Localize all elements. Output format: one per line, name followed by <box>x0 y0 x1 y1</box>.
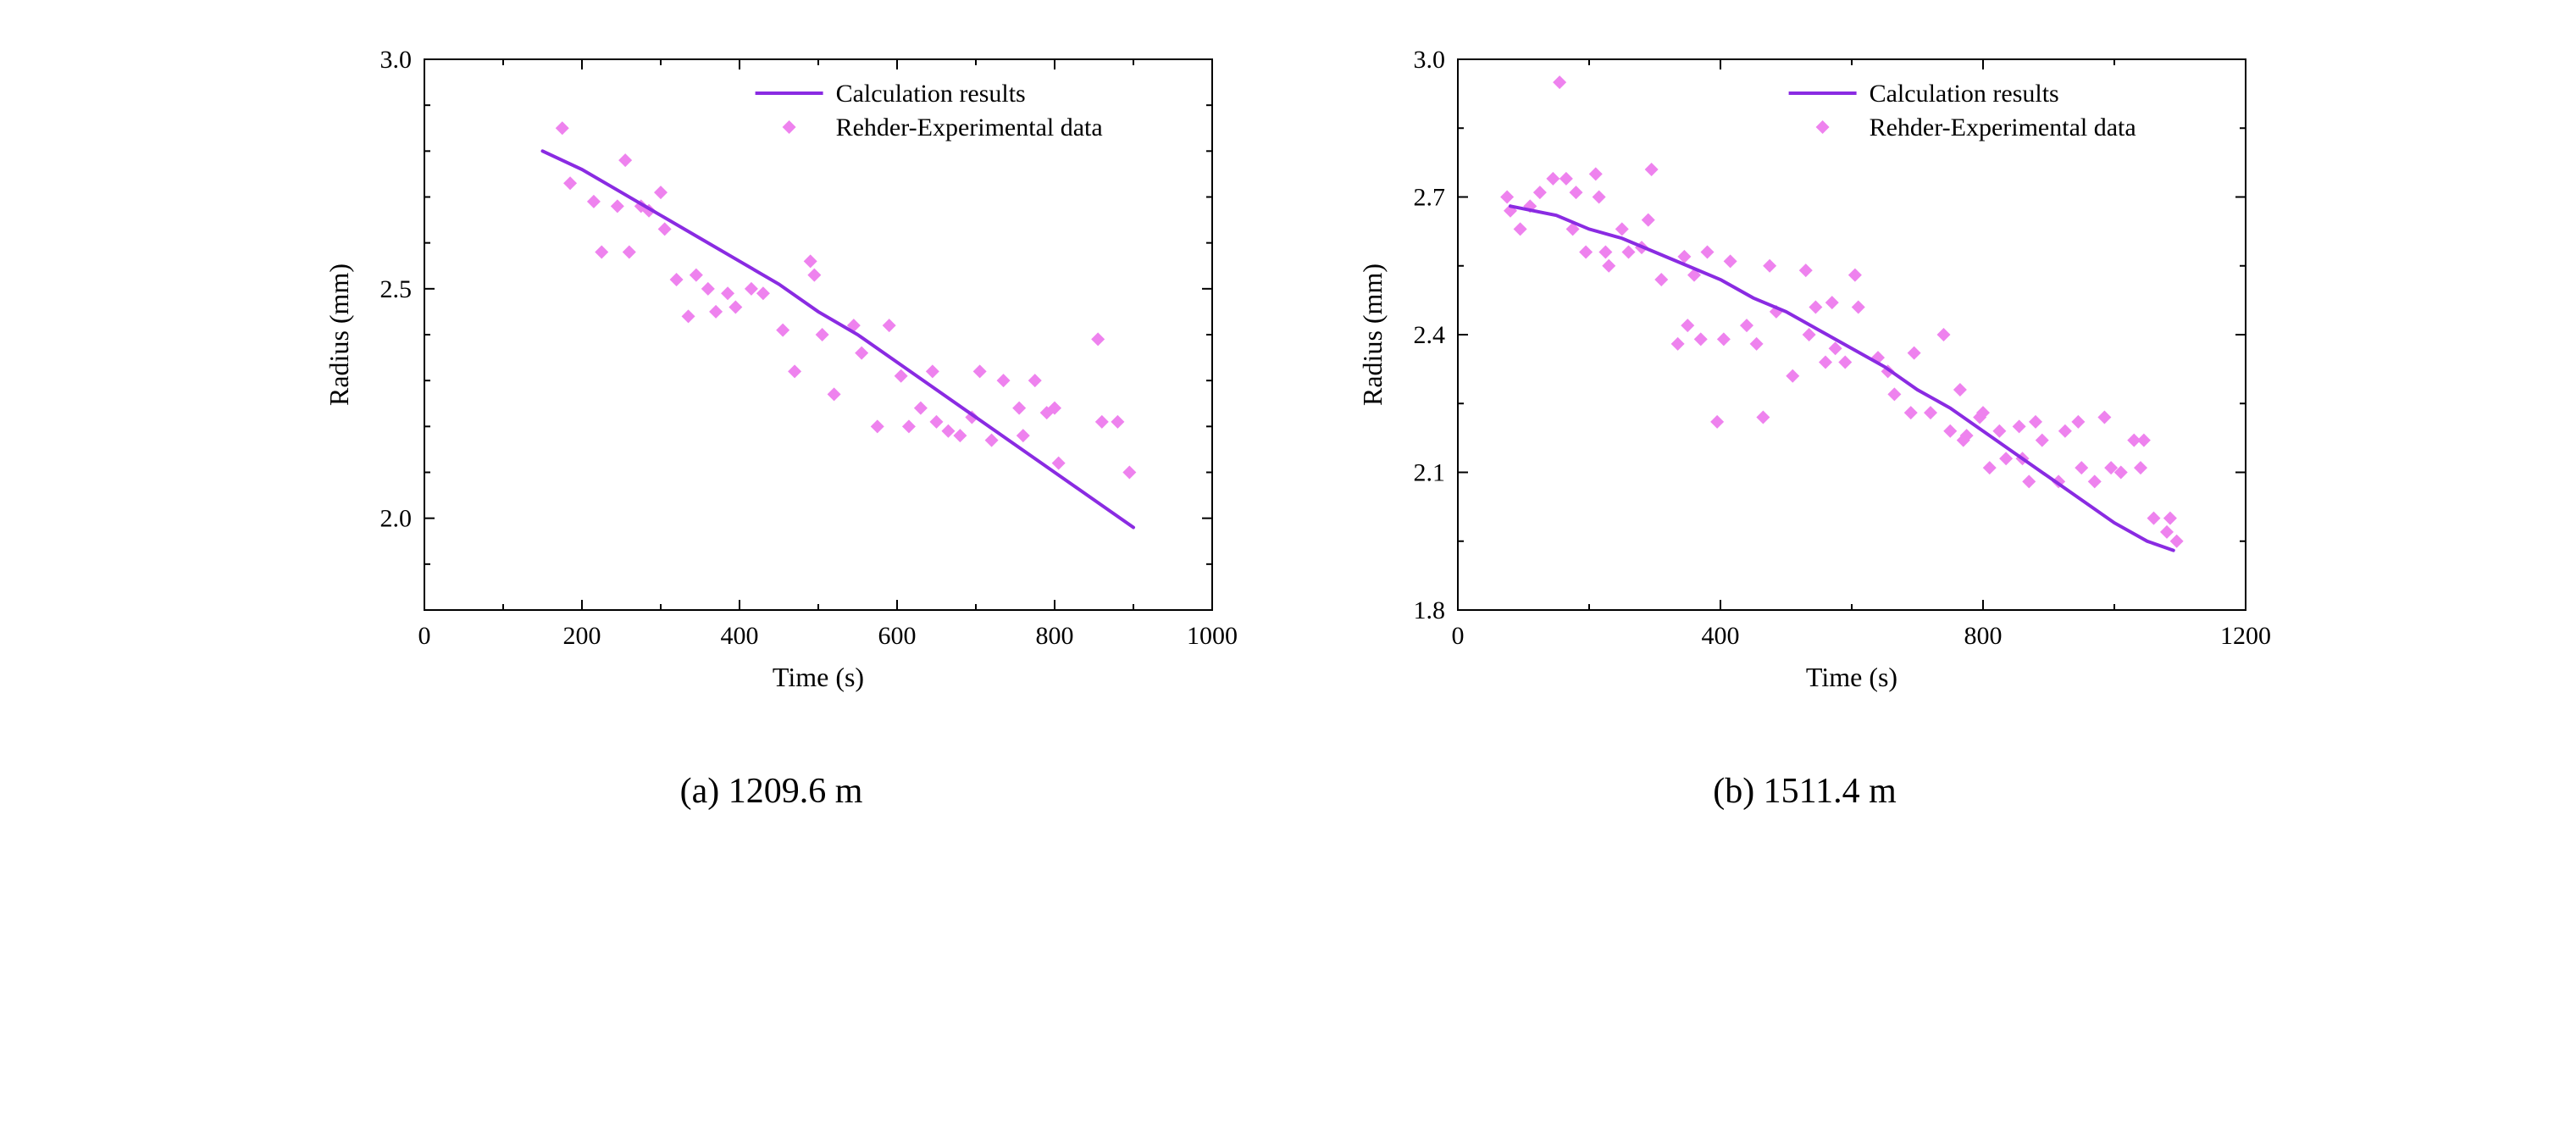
figure-container: 0 200 400 600 800 1000 2.0 2.5 3.0 Time (s) Radius… <box>34 34 2542 812</box>
svg-text:400: 400 <box>720 622 758 650</box>
svg-text:0: 0 <box>1451 622 1464 650</box>
svg-text:Radius (mm): Radius (mm) <box>1357 263 1388 406</box>
chart-a-svg: 0 200 400 600 800 1000 2.0 2.5 3.0 Time (s) Radius… <box>306 34 1238 729</box>
chart-b-svg: 0 400 800 1200 1.8 2.1 2.4 2.7 3.0 Time (s) Radius… <box>1339 34 2271 729</box>
svg-text:1.8: 1.8 <box>1413 596 1445 624</box>
caption-a: (a) 1209.6 m <box>680 771 863 812</box>
chart-block-a: 0 200 400 600 800 1000 2.0 2.5 3.0 Time (s) Radius… <box>306 34 1238 812</box>
caption-b: (b) 1511.4 m <box>1713 771 1897 812</box>
svg-text:2.4: 2.4 <box>1413 321 1445 349</box>
svg-text:3.0: 3.0 <box>379 46 412 74</box>
svg-text:2.5: 2.5 <box>379 275 412 303</box>
svg-text:Radius (mm): Radius (mm) <box>324 263 354 406</box>
svg-text:Time (s): Time (s) <box>772 662 863 692</box>
svg-text:600: 600 <box>878 622 916 650</box>
svg-text:Calculation results: Calculation results <box>835 80 1025 108</box>
svg-text:0: 0 <box>418 622 430 650</box>
svg-text:Rehder-Experimental data: Rehder-Experimental data <box>1869 114 2136 141</box>
svg-text:Rehder-Experimental data: Rehder-Experimental data <box>835 114 1102 141</box>
svg-text:400: 400 <box>1701 622 1739 650</box>
svg-text:2.1: 2.1 <box>1413 459 1445 487</box>
svg-text:3.0: 3.0 <box>1413 46 1445 74</box>
svg-text:1200: 1200 <box>2220 622 2271 650</box>
svg-text:Time (s): Time (s) <box>1805 662 1897 692</box>
svg-text:800: 800 <box>1035 622 1073 650</box>
chart-block-b: 0 400 800 1200 1.8 2.1 2.4 2.7 3.0 Time (s) Radius… <box>1339 34 2271 812</box>
svg-text:200: 200 <box>562 622 601 650</box>
svg-text:2.7: 2.7 <box>1413 184 1445 212</box>
svg-text:800: 800 <box>1964 622 2002 650</box>
svg-text:Calculation results: Calculation results <box>1869 80 2058 108</box>
svg-text:2.0: 2.0 <box>379 505 412 533</box>
svg-text:1000: 1000 <box>1187 622 1238 650</box>
